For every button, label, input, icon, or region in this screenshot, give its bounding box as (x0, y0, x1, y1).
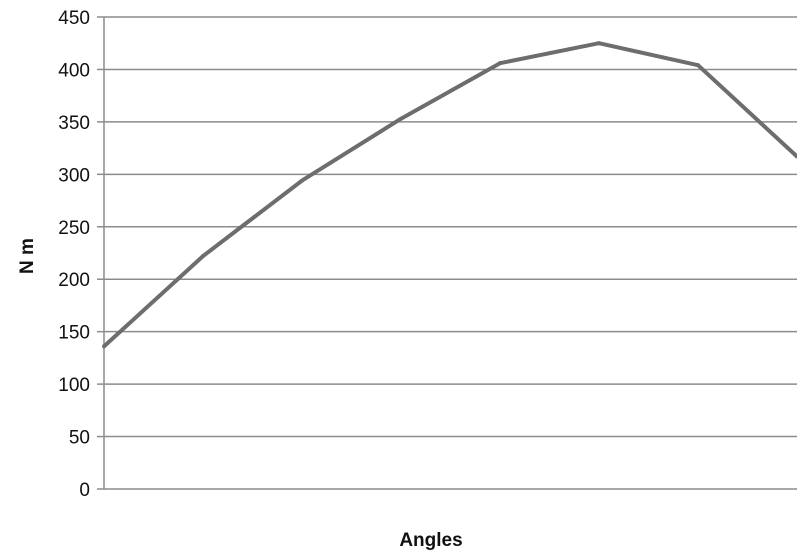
y-tick-labels: 0 50 100 150 200 250 300 350 400 450 (58, 8, 104, 501)
y-axis-title: N m (17, 238, 38, 274)
y-tick-label: 100 (58, 375, 90, 396)
data-point (300, 178, 304, 183)
data-point (498, 61, 502, 66)
gridlines (104, 16, 797, 438)
y-tick-label: 200 (58, 270, 90, 291)
data-point (597, 41, 601, 46)
x-axis-title: Angles (399, 530, 462, 551)
series-line (102, 41, 797, 348)
y-tick-label: 300 (58, 165, 90, 186)
y-tick-label: 250 (58, 218, 90, 239)
y-tick-label: 0 (79, 480, 90, 501)
data-point (102, 344, 106, 349)
data-point (399, 116, 403, 121)
y-tick-label: 350 (58, 113, 90, 134)
y-tick-label: 150 (58, 323, 90, 344)
data-point (696, 63, 700, 68)
y-tick-label: 400 (58, 60, 90, 81)
series (102, 41, 797, 349)
y-tick-label: 450 (58, 8, 90, 29)
data-point (201, 254, 205, 259)
y-tick-label: 50 (69, 428, 90, 449)
